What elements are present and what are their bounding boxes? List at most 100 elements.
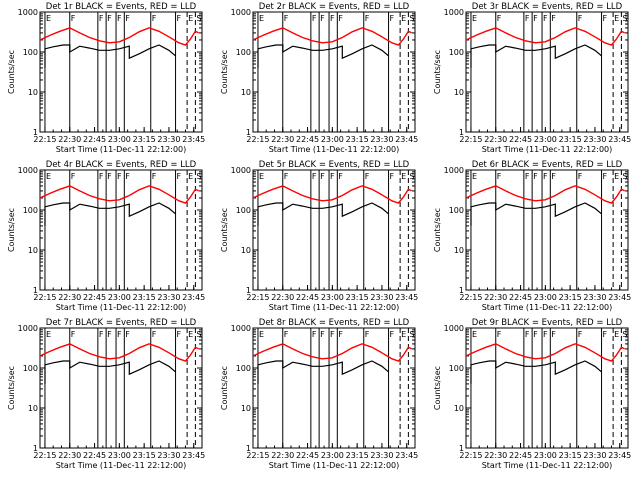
event-marker-label: E	[401, 330, 406, 339]
event-marker-label: F	[312, 330, 317, 339]
x-tick-label: 23:45	[395, 293, 418, 302]
event-marker-label: F	[338, 330, 343, 339]
plot-frame	[252, 11, 416, 133]
event-marker-label: F	[117, 14, 122, 23]
y-tick-label: 100	[236, 206, 251, 215]
event-marker-label: F	[390, 172, 395, 181]
y-axis-label: Counts/sec	[433, 366, 442, 410]
event-marker-label: E	[259, 14, 264, 23]
event-marker-label: F	[551, 330, 556, 339]
event-marker-label: F	[338, 14, 343, 23]
plot-frame	[465, 327, 629, 449]
event-marker-label: F	[525, 14, 530, 23]
event-marker-label: E	[614, 330, 619, 339]
event-marker-label: E	[259, 330, 264, 339]
y-tick-label: 100	[449, 48, 464, 57]
event-marker-label: E	[188, 14, 193, 23]
event-marker-label: F	[117, 172, 122, 181]
panel-title: Det 8r BLACK = Events, RED = LLD	[259, 318, 410, 328]
plot-frame	[465, 11, 629, 133]
x-tick-label: 23:30	[583, 293, 606, 302]
x-tick-label: 22:30	[271, 451, 294, 460]
x-tick-label: 23:30	[370, 293, 393, 302]
y-tick-label: 10	[28, 404, 38, 413]
event-marker-label: F	[177, 172, 182, 181]
y-tick-label: 100	[23, 206, 38, 215]
y-tick-label: 1000	[444, 8, 464, 17]
x-tick-label: 22:15	[33, 451, 56, 460]
event-marker-label: E	[46, 330, 51, 339]
event-marker-label: S	[622, 14, 627, 23]
y-tick-label: 1000	[231, 8, 251, 17]
event-marker-label: F	[99, 330, 104, 339]
event-marker-label: F	[284, 14, 289, 23]
x-tick-label: 23:30	[157, 135, 180, 144]
series-line-lld	[465, 343, 626, 362]
series-line-lld	[252, 343, 413, 362]
y-tick-label: 1	[459, 128, 464, 137]
y-axis-label: Counts/sec	[7, 366, 16, 410]
event-marker-label: F	[543, 14, 548, 23]
event-marker-label: F	[107, 330, 112, 339]
event-marker-label: F	[152, 14, 157, 23]
x-tick-label: 22:30	[58, 135, 81, 144]
x-tick-label: 23:15	[346, 451, 369, 460]
plot-frame	[39, 327, 203, 449]
plot-frame	[252, 327, 416, 449]
x-tick-label: 22:30	[484, 293, 507, 302]
series-line-events	[470, 44, 602, 68]
event-marker-label: E	[614, 172, 619, 181]
x-tick-label: 23:30	[370, 451, 393, 460]
event-marker-label: F	[603, 172, 608, 181]
event-marker-label: F	[525, 330, 530, 339]
series-line-events	[470, 202, 602, 226]
event-marker-label: E	[259, 172, 264, 181]
series-line-events	[257, 44, 389, 68]
x-tick-label: 22:45	[83, 293, 106, 302]
panel-title: Det 7r BLACK = Events, RED = LLD	[46, 318, 197, 328]
event-marker-label: F	[71, 330, 76, 339]
x-tick-label: 22:30	[58, 451, 81, 460]
event-marker-label: E	[188, 172, 193, 181]
event-marker-label: F	[390, 330, 395, 339]
x-tick-label: 22:45	[509, 451, 532, 460]
x-tick-label: 23:45	[608, 135, 631, 144]
panel-title: Det 1r BLACK = Events, RED = LLD	[46, 2, 197, 12]
y-tick-label: 10	[28, 246, 38, 255]
event-marker-label: F	[71, 172, 76, 181]
event-marker-label: F	[117, 330, 122, 339]
y-tick-label: 100	[449, 206, 464, 215]
event-marker-label: S	[196, 172, 201, 181]
x-tick-label: 23:00	[534, 293, 557, 302]
x-axis-label: Start Time (11-Dec-11 22:12:00)	[269, 303, 400, 312]
event-marker-label: F	[99, 172, 104, 181]
y-tick-label: 10	[454, 404, 464, 413]
x-tick-label: 22:30	[58, 293, 81, 302]
y-axis-label: Counts/sec	[433, 208, 442, 252]
x-tick-label: 22:45	[296, 135, 319, 144]
event-marker-label: F	[338, 172, 343, 181]
x-axis-label: Start Time (11-Dec-11 22:12:00)	[482, 145, 613, 154]
x-tick-label: 23:15	[133, 451, 156, 460]
x-tick-label: 22:30	[484, 451, 507, 460]
y-axis-label: Counts/sec	[220, 50, 229, 94]
event-marker-label: E	[401, 172, 406, 181]
x-tick-label: 22:45	[296, 293, 319, 302]
y-tick-label: 1	[246, 286, 251, 295]
x-axis-label: Start Time (11-Dec-11 22:12:00)	[56, 461, 187, 470]
y-tick-label: 1	[33, 128, 38, 137]
x-tick-label: 23:30	[583, 135, 606, 144]
x-axis-label: Start Time (11-Dec-11 22:12:00)	[482, 303, 613, 312]
y-tick-label: 1000	[18, 8, 38, 17]
y-tick-label: 1	[246, 444, 251, 453]
event-marker-label: S	[622, 172, 627, 181]
x-tick-label: 22:45	[83, 451, 106, 460]
plot-frame	[252, 169, 416, 291]
series-line-lld	[252, 185, 413, 204]
y-axis-label: Counts/sec	[220, 208, 229, 252]
event-marker-label: F	[551, 14, 556, 23]
